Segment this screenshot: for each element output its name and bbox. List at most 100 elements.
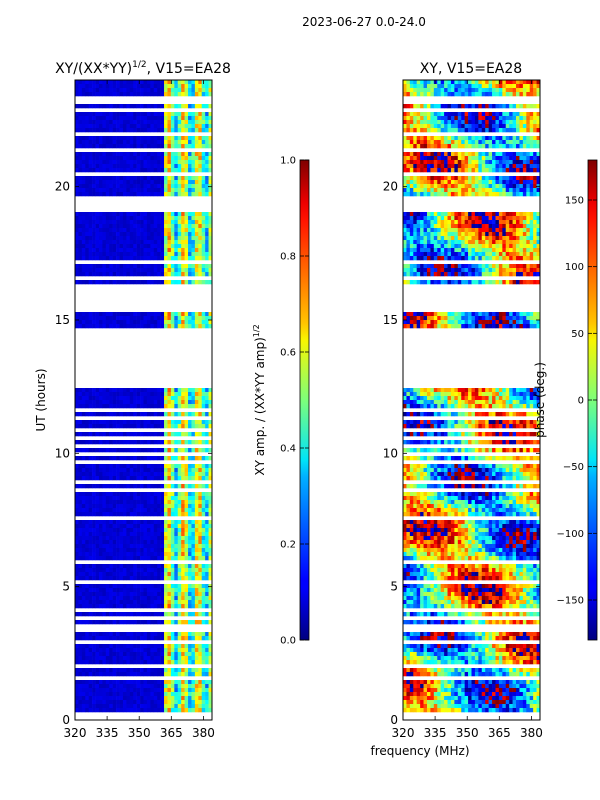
heatmap-cell [413,120,417,125]
heatmap-cell [81,660,86,665]
heatmap-cell [457,116,462,121]
heatmap-cell [450,84,455,89]
heatmap-cell [160,420,165,425]
heatmap-cell [75,472,79,477]
heatmap-cell [191,192,196,197]
heatmap-cell [416,156,421,161]
heatmap-cell [102,136,107,141]
heatmap-cell [112,500,117,505]
heatmap-cell [81,592,86,597]
heatmap-cell [174,164,179,169]
heatmap-cell [146,152,151,157]
heatmap-cell [146,704,151,709]
heatmap-cell [426,120,431,125]
heatmap-cell [119,212,124,217]
heatmap-cell [181,216,185,221]
heatmap-cell [95,708,100,713]
heatmap-cell [105,396,110,401]
heatmap-cell [170,256,175,261]
heatmap-cell [95,220,100,225]
heatmap-cell [92,220,96,225]
heatmap-cell [109,236,113,241]
heatmap-cell [495,120,500,125]
heatmap-cell [194,128,199,133]
heatmap-cell [160,600,165,605]
heatmap-cell [112,636,117,641]
heatmap-cell [464,144,469,149]
heatmap-cell [498,116,503,121]
heatmap-cell [112,80,117,85]
heatmap-cell [191,188,196,193]
heatmap-cell [498,156,503,161]
heatmap-cell [81,708,86,713]
heatmap-cell [177,216,182,221]
heatmap-cell [122,192,127,197]
heatmap-cell [75,312,79,317]
heatmap-cell [92,472,96,477]
heatmap-cell [136,400,141,405]
heatmap-cell [129,576,134,581]
heatmap-cell [194,396,199,401]
heatmap-cell [126,124,131,129]
heatmap-cell [177,492,182,497]
heatmap-cell [423,112,428,117]
heatmap-cell [526,116,531,121]
heatmap-cell [191,88,196,93]
heatmap-cell [184,568,189,573]
heatmap-cell [198,280,203,285]
heatmap-cell [160,404,165,409]
heatmap-cell [184,484,189,489]
heatmap-cell [471,160,476,165]
heatmap-cell [116,696,120,701]
heatmap-cell [167,264,172,269]
heatmap-cell [129,392,134,397]
heatmap-cell [143,324,148,329]
heatmap-cell [464,120,469,125]
heatmap-cell [136,216,141,221]
heatmap-cell [112,584,117,589]
heatmap-cell [174,532,179,537]
heatmap-cell [208,672,212,677]
heatmap-cell [88,684,93,689]
heatmap-cell [198,484,203,489]
heatmap-cell [146,424,151,429]
heatmap-cell [119,264,124,269]
heatmap-cell [160,80,165,85]
heatmap-cell [208,120,212,125]
heatmap-cell [78,620,83,625]
heatmap-cell [112,168,117,173]
heatmap-cell [201,144,206,149]
heatmap-cell [105,508,110,513]
heatmap-cell [198,468,203,473]
heatmap-cell [88,184,93,189]
heatmap-cell [177,236,182,241]
heatmap-cell [440,116,445,121]
heatmap-cell [184,572,189,577]
heatmap-cell [533,136,537,141]
heatmap-cell [109,644,113,649]
heatmap-cell [167,140,172,145]
heatmap-cell [174,620,179,625]
heatmap-cell [205,268,209,273]
heatmap-cell [157,220,161,225]
heatmap-cell [201,104,206,109]
heatmap-cell [133,672,137,677]
heatmap-cell [126,160,131,165]
heatmap-cell [129,520,134,525]
heatmap-cell [81,420,86,425]
heatmap-cell [153,400,158,405]
heatmap-cell [188,656,192,661]
heatmap-cell [85,604,89,609]
heatmap-cell [122,180,127,185]
heatmap-cell [78,112,83,117]
heatmap-cell [205,264,209,269]
heatmap-cell [102,252,107,257]
heatmap-cell [208,540,212,545]
heatmap-cell [126,316,131,321]
heatmap-cell [109,168,113,173]
heatmap-cell [143,84,148,89]
heatmap-cell [184,396,189,401]
heatmap-cell [426,144,431,149]
heatmap-cell [81,496,86,501]
heatmap-cell [136,220,141,225]
